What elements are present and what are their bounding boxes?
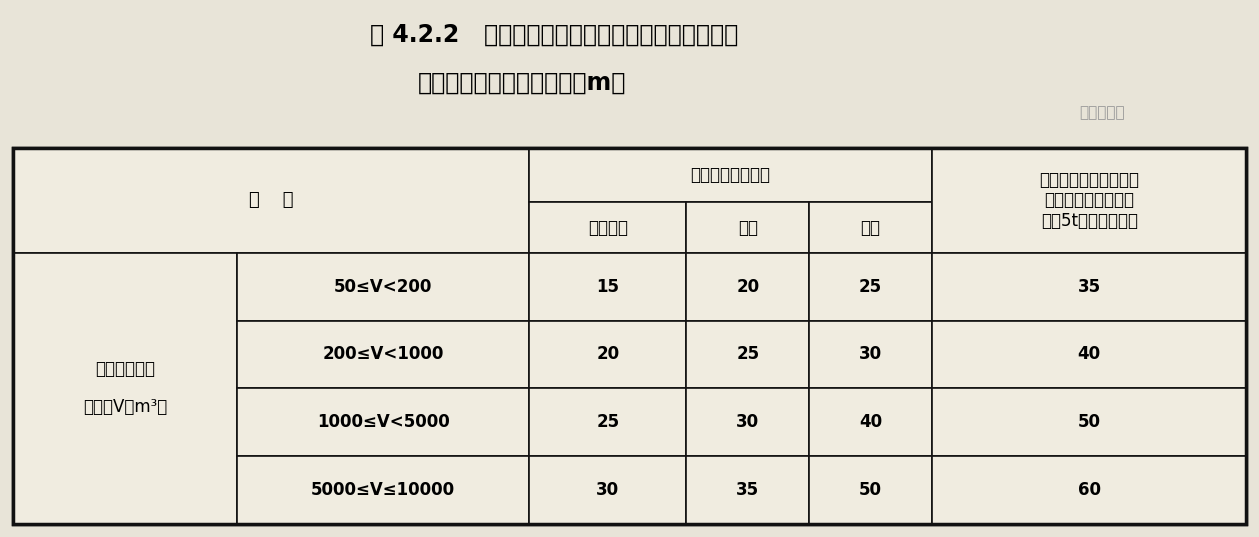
Text: 50≤V<200: 50≤V<200 (334, 278, 432, 296)
Text: 20: 20 (737, 278, 759, 296)
Text: 一个储罐区的: 一个储罐区的 (94, 360, 155, 379)
Bar (686, 456, 810, 524)
Bar (237, 456, 529, 524)
Bar (810, 202, 932, 253)
Text: 建筑物的耐火等级: 建筑物的耐火等级 (691, 166, 771, 184)
Text: 35: 35 (737, 481, 759, 499)
Bar (810, 321, 932, 388)
Text: 35: 35 (1078, 278, 1100, 296)
Bar (237, 253, 529, 321)
Text: 三级: 三级 (738, 219, 758, 237)
Text: 25: 25 (859, 278, 883, 296)
Text: 变配电站之间的防火间距（m）: 变配电站之间的防火间距（m） (418, 71, 627, 95)
Bar (529, 456, 686, 524)
Bar (237, 321, 529, 388)
Bar (13, 148, 529, 253)
Text: 50: 50 (1078, 413, 1100, 431)
Bar (932, 321, 1246, 388)
Text: 200≤V<1000: 200≤V<1000 (322, 345, 444, 364)
Text: 25: 25 (597, 413, 619, 431)
Bar (686, 321, 810, 388)
Text: 30: 30 (597, 481, 619, 499)
Bar (529, 388, 686, 456)
Text: 室外变配电站以及工业
企业的变压器总油量
大于5t的室外变电站: 室外变配电站以及工业 企业的变压器总油量 大于5t的室外变电站 (1039, 171, 1139, 230)
Text: 一、二级: 一、二级 (588, 219, 628, 237)
Text: 1000≤V<5000: 1000≤V<5000 (317, 413, 449, 431)
Bar (529, 321, 686, 388)
Text: 四级: 四级 (861, 219, 880, 237)
Text: 消防资源网: 消防资源网 (1079, 105, 1124, 120)
Bar (810, 388, 932, 456)
Text: 30: 30 (737, 413, 759, 431)
Text: 总储量V（m³）: 总储量V（m³） (83, 398, 167, 416)
Bar (932, 388, 1246, 456)
Bar (13, 148, 1246, 524)
Bar (13, 253, 237, 524)
Text: 40: 40 (1078, 345, 1100, 364)
Bar (686, 202, 810, 253)
Text: 表 4.2.2   白酒储罐区、食用酒精储罐区与建筑物、: 表 4.2.2 白酒储罐区、食用酒精储罐区与建筑物、 (370, 23, 738, 47)
Text: 50: 50 (859, 481, 883, 499)
Bar (529, 148, 932, 202)
Text: 项    目: 项 目 (248, 191, 293, 209)
Text: 5000≤V≤10000: 5000≤V≤10000 (311, 481, 456, 499)
Bar (529, 253, 686, 321)
Bar (686, 253, 810, 321)
Text: 20: 20 (597, 345, 619, 364)
Bar (810, 253, 932, 321)
Bar (237, 388, 529, 456)
Text: 40: 40 (859, 413, 883, 431)
Bar (932, 253, 1246, 321)
Bar (686, 388, 810, 456)
Bar (932, 148, 1246, 253)
Bar (529, 202, 686, 253)
Text: 15: 15 (597, 278, 619, 296)
Text: 25: 25 (737, 345, 759, 364)
Bar (13, 148, 1246, 524)
Text: 30: 30 (859, 345, 883, 364)
Text: 60: 60 (1078, 481, 1100, 499)
Bar (932, 456, 1246, 524)
Bar (810, 456, 932, 524)
